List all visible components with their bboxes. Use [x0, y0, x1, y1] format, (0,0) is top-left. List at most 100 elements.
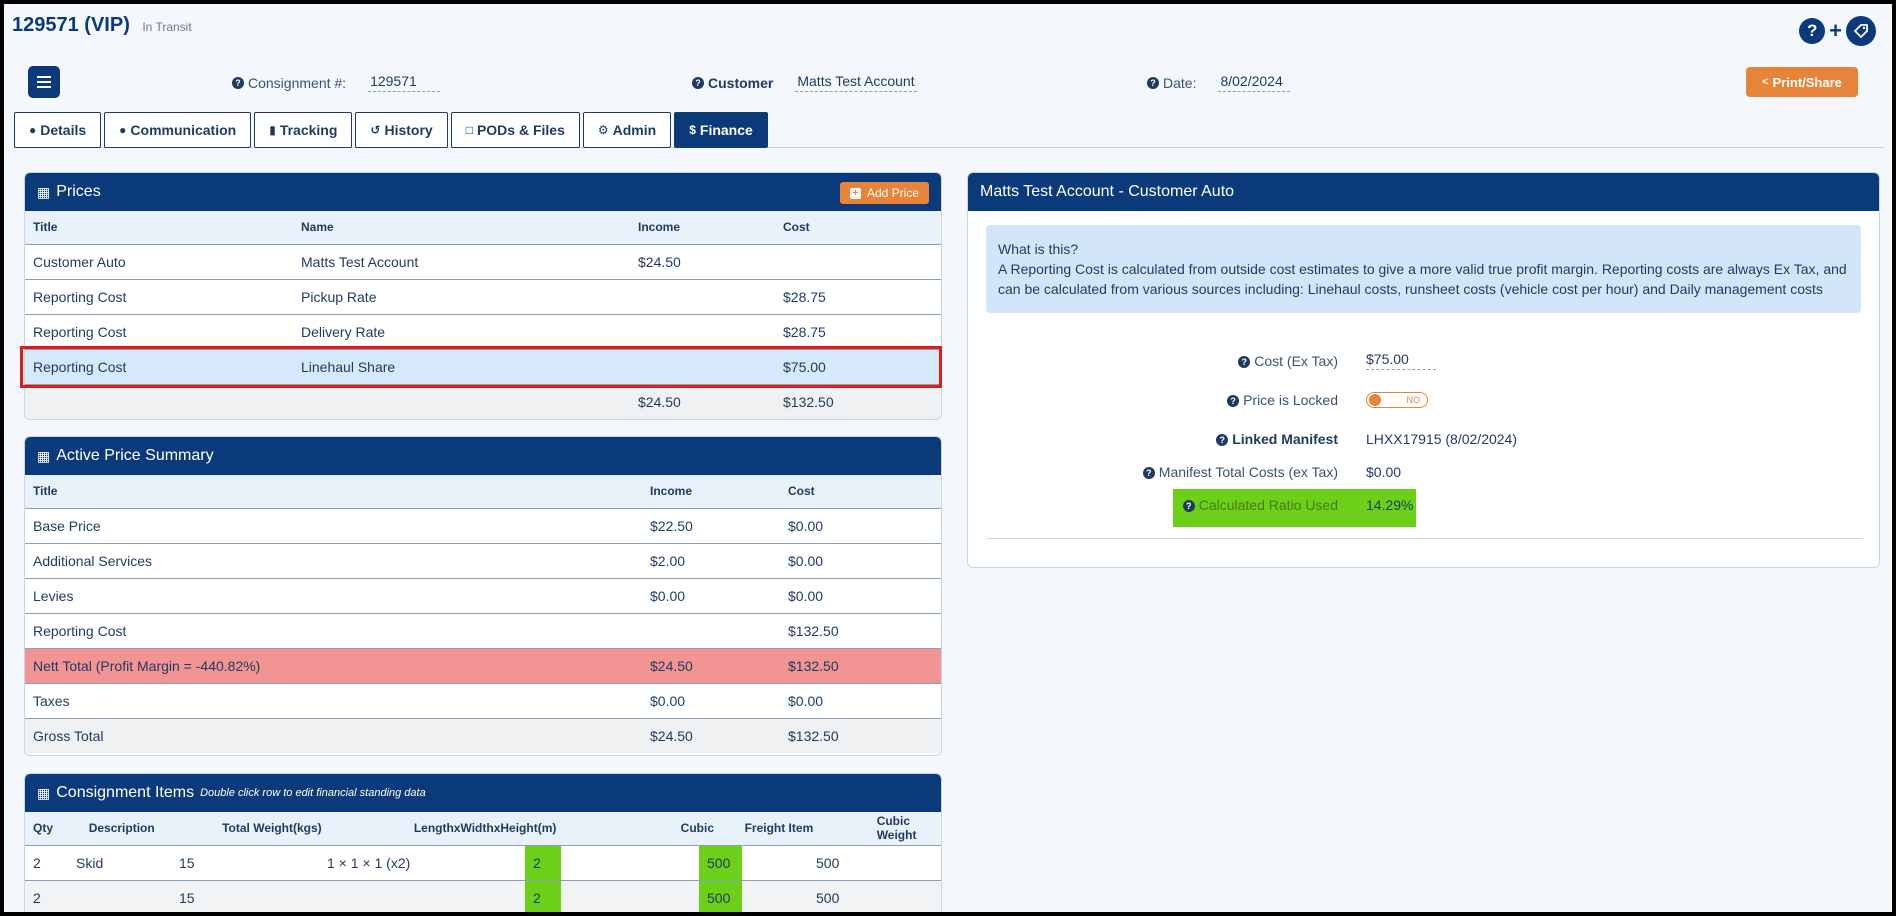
column-header: Cubic	[672, 812, 737, 846]
summary-cost: $0.00	[780, 508, 941, 544]
prices-table: Title Name Income Cost Customer Auto Mat…	[25, 211, 941, 419]
column-header: Cost	[775, 211, 941, 245]
summary-row: Additional Services $2.00 $0.00	[25, 543, 941, 579]
summary-row-nett-total: Nett Total (Profit Margin = -440.82%) $24…	[25, 648, 941, 684]
customer-field: ? Customer Matts Test Account	[692, 73, 917, 92]
summary-panel: ▦ Active Price Summary Title Income Cost…	[24, 436, 942, 756]
tab-finance[interactable]: $ Finance	[674, 112, 768, 148]
share-icon: <	[1762, 76, 1769, 88]
price-row[interactable]: Customer Auto Matts Test Account $24.50	[25, 244, 941, 280]
item-dims: 1 × 1 × 1 (x2)	[319, 845, 525, 881]
file-icon: □	[465, 123, 473, 137]
prices-title: Prices	[56, 183, 101, 200]
tab-admin[interactable]: ⚙ Admin	[582, 112, 672, 148]
manifest-label: Linked Manifest	[1232, 431, 1338, 447]
manifest-total-row: ? Manifest Total Costs (ex Tax) $0.00	[958, 464, 1401, 480]
cost-label: Cost (Ex Tax)	[1254, 352, 1338, 369]
price-locked-row: ? Price is Locked NO	[958, 392, 1428, 408]
summary-cost: $0.00	[780, 543, 941, 579]
price-title: Reporting Cost	[25, 314, 293, 350]
summary-table: Title Income Cost Base Price $22.50 $0.00 …	[25, 475, 941, 753]
customer-value[interactable]: Matts Test Account	[795, 73, 917, 92]
summary-title-cell: Reporting Cost	[25, 613, 642, 649]
column-header: Qty	[25, 812, 81, 846]
tag-icon[interactable]	[1846, 16, 1876, 46]
info-box: What is this? A Reporting Cost is calcul…	[986, 225, 1861, 313]
manifest-total-label: Manifest Total Costs (ex Tax)	[1158, 464, 1338, 480]
summary-row: Taxes $0.00 $0.00	[25, 683, 941, 719]
summary-income: $24.50	[642, 648, 780, 684]
toggle-knob	[1369, 394, 1381, 406]
column-header: Income	[642, 475, 780, 509]
tab-pods-files[interactable]: □ PODs & Files	[450, 112, 580, 148]
item-weight: 15	[171, 880, 319, 912]
price-title: Reporting Cost	[25, 349, 293, 385]
price-total-income: $24.50	[630, 384, 775, 419]
price-total-name	[293, 384, 630, 419]
items-note: Double click row to edit financial stand…	[200, 787, 426, 799]
truck-icon: ▮	[269, 123, 276, 137]
menu-button[interactable]	[28, 66, 60, 98]
item-qty: 2	[25, 845, 68, 881]
user-icon: ●	[29, 123, 37, 137]
add-icon[interactable]: +	[1829, 18, 1842, 43]
price-row[interactable]: Reporting Cost Pickup Rate $28.75	[25, 279, 941, 315]
price-locked-toggle[interactable]: NO	[1366, 392, 1428, 408]
consignment-items-panel: ▦ Consignment Items Double click row to …	[24, 773, 942, 912]
items-body-table: 2 Skid 15 1 × 1 × 1 (x2) 2 500 500 2 15 …	[25, 845, 941, 912]
price-name: Delivery Rate	[293, 314, 630, 350]
table-header-row: Qty Description Total Weight(kgs) Length…	[25, 812, 941, 846]
consignment-label: Consignment #:	[248, 74, 347, 91]
summary-title: Active Price Summary	[56, 447, 214, 464]
date-value[interactable]: 8/02/2024	[1218, 73, 1291, 92]
detail-title: Matts Test Account - Customer Auto	[980, 183, 1235, 200]
column-header: Cubic Weight	[868, 812, 941, 846]
add-price-button[interactable]: + Add Price	[839, 182, 929, 204]
detail-panel: Matts Test Account - Customer Auto What …	[967, 172, 1880, 568]
item-cubic-weight: 500	[699, 845, 742, 881]
summary-title-cell: Additional Services	[25, 543, 642, 579]
item-description	[68, 880, 171, 912]
toggle-text: NO	[1406, 395, 1421, 405]
tab-history[interactable]: ↺ History	[355, 112, 448, 148]
item-row[interactable]: 2 15 2 500 500	[25, 880, 941, 912]
price-name: Pickup Rate	[293, 279, 630, 315]
item-weight: 15	[171, 845, 319, 881]
price-income: $24.50	[630, 244, 775, 280]
summary-title-cell: Levies	[25, 578, 642, 614]
price-total-cost: $132.50	[775, 384, 941, 419]
tab-communication[interactable]: ● Communication	[104, 112, 252, 148]
cost-value[interactable]: $75.00	[1366, 351, 1436, 370]
price-cost	[775, 244, 941, 280]
price-row-selected[interactable]: Reporting Cost Linehaul Share $75.00	[25, 349, 941, 385]
consignment-value[interactable]: 129571	[368, 73, 441, 92]
summary-title-cell: Base Price	[25, 508, 642, 544]
summary-cost: $0.00	[780, 683, 941, 719]
locked-label: Price is Locked	[1243, 392, 1338, 408]
print-share-button[interactable]: < Print/Share	[1746, 67, 1858, 97]
item-cubic-weight: 500	[699, 880, 742, 912]
question-icon: ?	[692, 76, 704, 89]
prices-header: ▦ Prices + Add Price	[25, 173, 941, 211]
help-icon[interactable]: ?	[1799, 18, 1826, 44]
tab-details[interactable]: ● Details	[14, 112, 102, 148]
item-freight	[561, 845, 699, 881]
item-row[interactable]: 2 Skid 15 1 × 1 × 1 (x2) 2 500 500	[25, 845, 941, 881]
question-icon: ?	[232, 76, 244, 89]
price-row[interactable]: Reporting Cost Delivery Rate $28.75	[25, 314, 941, 350]
summary-title-cell: Nett Total (Profit Margin = -440.82%)	[25, 648, 642, 684]
detail-divider	[987, 538, 1863, 539]
summary-income	[642, 613, 780, 649]
print-share-label: Print/Share	[1772, 74, 1842, 90]
summary-title-cell: Taxes	[25, 683, 642, 719]
question-icon: ?	[1227, 395, 1240, 408]
price-name: Linehaul Share	[293, 349, 630, 385]
price-cost: $28.75	[775, 314, 941, 350]
column-header: Description	[80, 812, 215, 846]
dollar-icon: $	[689, 123, 696, 137]
tab-tracking[interactable]: ▮ Tracking	[254, 112, 353, 148]
summary-income: $0.00	[642, 683, 780, 719]
item-charge-weight: 500	[742, 845, 941, 881]
manifest-value[interactable]: LHXX17915 (8/02/2024)	[1366, 431, 1517, 447]
